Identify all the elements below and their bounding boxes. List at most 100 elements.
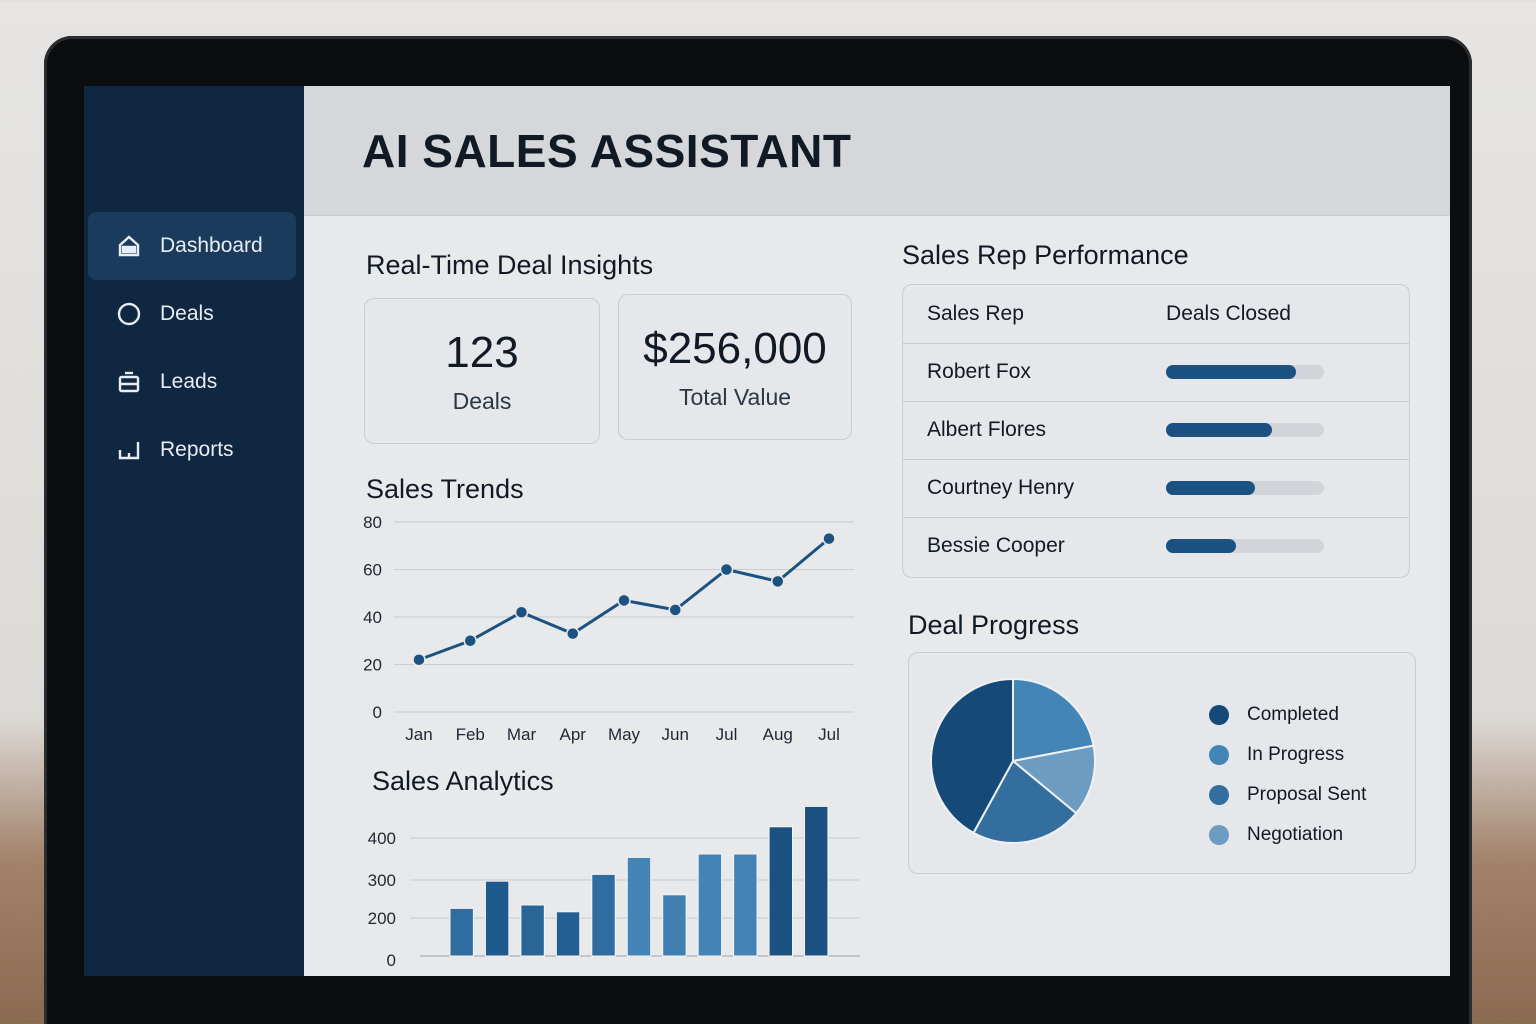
deals-closed-cell: [1166, 401, 1409, 460]
total-value-kpi-card[interactable]: $256,000 Total Value: [618, 294, 852, 440]
column-header-sales-rep[interactable]: Sales Rep: [903, 285, 1167, 344]
svg-text:Aug: Aug: [763, 725, 793, 744]
sidebar-item-deals[interactable]: Deals: [88, 280, 296, 348]
data-point[interactable]: [566, 626, 580, 641]
bar[interactable]: [697, 853, 723, 957]
bar-chart-icon: [116, 437, 142, 463]
bar[interactable]: [591, 873, 616, 957]
pie-slice-negotiation[interactable]: [1010, 744, 1096, 815]
legend-label: Proposal Sent: [1247, 784, 1367, 805]
sales-analytics-title: Sales Analytics: [372, 766, 554, 796]
svg-text:Mar: Mar: [507, 725, 537, 744]
dashboard-content: Real-Time Deal Insights 123 Deals $256,0…: [304, 216, 1450, 976]
deals-closed-cell: [1166, 517, 1409, 575]
sidebar-item-reports[interactable]: Reports: [88, 416, 296, 484]
bar[interactable]: [484, 880, 510, 957]
svg-text:80: 80: [363, 513, 382, 532]
svg-text:Jan: Jan: [405, 725, 432, 744]
data-point[interactable]: [719, 562, 734, 577]
bar[interactable]: [626, 856, 652, 957]
data-point[interactable]: [463, 634, 477, 648]
svg-text:400: 400: [368, 829, 396, 848]
svg-text:20: 20: [363, 656, 382, 675]
bar[interactable]: [804, 806, 829, 957]
sidebar-item-label: Dashboard: [160, 234, 263, 257]
deal-progress-card: Completed In Progress Proposal Sent Negotia…: [908, 652, 1416, 874]
data-point[interactable]: [822, 531, 836, 546]
bar[interactable]: [555, 911, 581, 957]
legend-dot-icon: [1209, 785, 1229, 805]
pie-slice-in-progress[interactable]: [1012, 677, 1095, 763]
sidebar-item-label: Reports: [160, 438, 234, 461]
data-point[interactable]: [617, 593, 631, 608]
legend-item[interactable]: Completed: [1209, 695, 1366, 735]
legend-label: In Progress: [1247, 744, 1345, 765]
table-row[interactable]: Robert Fox: [903, 343, 1409, 402]
table-row[interactable]: Albert Flores: [903, 401, 1409, 460]
progress-bar-fill: [1166, 423, 1272, 437]
sales-trends-title: Sales Trends: [366, 474, 524, 504]
data-point[interactable]: [412, 653, 426, 667]
pie-slice-completed[interactable]: [930, 677, 1014, 835]
pie-slice-proposal-sent[interactable]: [972, 759, 1078, 844]
sales-rep-table-card: Sales Rep Deals Closed Robert Fox Albert …: [902, 284, 1410, 578]
table-row[interactable]: Courtney Henry: [903, 459, 1409, 518]
main-content: AI SALES ASSISTANT Real-Time Deal Insigh…: [304, 86, 1450, 976]
legend-item[interactable]: Proposal Sent: [1209, 775, 1366, 815]
legend-item[interactable]: In Progress: [1209, 735, 1366, 775]
deal-progress-pie: [930, 677, 1096, 844]
sidebar-item-leads[interactable]: Leads: [88, 348, 296, 416]
sidebar-item-label: Leads: [160, 370, 218, 393]
svg-text:Jul: Jul: [716, 725, 738, 744]
legend-label: Completed: [1247, 704, 1339, 725]
sales-rep-table: Sales Rep Deals Closed Robert Fox Albert …: [903, 285, 1409, 575]
rep-name: Robert Fox: [903, 343, 1167, 402]
bar[interactable]: [449, 907, 474, 957]
sales-analytics-chart: 0 200 300 400: [368, 806, 860, 970]
sales-trends-chart: 0 20 40 60 80 Jan Feb Mar Apr May Jun Jul Aug Jul: [363, 513, 854, 744]
svg-text:300: 300: [368, 871, 396, 890]
bar[interactable]: [733, 853, 758, 957]
page-title: AI SALES ASSISTANT: [362, 124, 852, 177]
pie-legend: Completed In Progress Proposal Sent Negotia…: [1209, 695, 1366, 855]
legend-dot-icon: [1209, 745, 1229, 765]
deal-progress-title: Deal Progress: [908, 610, 1080, 640]
home-icon: [116, 233, 142, 259]
svg-text:Jun: Jun: [662, 725, 689, 744]
app-header: AI SALES ASSISTANT: [304, 86, 1450, 216]
progress-bar: [1166, 539, 1325, 554]
svg-text:60: 60: [363, 561, 382, 580]
progress-bar: [1166, 365, 1325, 379]
legend-item[interactable]: Negotiation: [1209, 815, 1366, 855]
data-point[interactable]: [771, 574, 785, 589]
bar[interactable]: [662, 894, 687, 957]
rep-name: Albert Flores: [903, 401, 1167, 460]
svg-text:Jul: Jul: [818, 725, 840, 744]
data-point[interactable]: [668, 603, 682, 617]
deals-kpi-card[interactable]: 123 Deals: [364, 298, 600, 444]
svg-text:Feb: Feb: [456, 725, 485, 744]
legend-dot-icon: [1209, 825, 1229, 845]
bar[interactable]: [768, 826, 793, 957]
legend-dot-icon: [1209, 705, 1229, 725]
svg-text:0: 0: [387, 951, 396, 970]
bar[interactable]: [520, 904, 545, 957]
progress-bar: [1166, 481, 1325, 495]
stack-icon: [116, 369, 142, 395]
app-window: Dashboard Deals Leads Reports AI SALES A…: [84, 86, 1450, 976]
svg-text:40: 40: [363, 608, 382, 627]
deals-closed-cell: [1166, 343, 1409, 402]
deals-closed-cell: [1166, 459, 1409, 518]
data-point[interactable]: [514, 605, 529, 619]
circle-icon: [116, 301, 142, 327]
column-header-deals-closed[interactable]: Deals Closed: [1166, 285, 1409, 344]
svg-text:0: 0: [373, 703, 382, 722]
svg-text:Apr: Apr: [560, 725, 587, 744]
table-header-row: Sales Rep Deals Closed: [903, 285, 1409, 344]
sidebar-item-dashboard[interactable]: Dashboard: [88, 212, 296, 280]
table-row[interactable]: Bessie Cooper: [903, 517, 1409, 575]
progress-bar-fill: [1166, 539, 1236, 554]
sales-rep-title: Sales Rep Performance: [902, 240, 1189, 270]
total-value-label: Total Value: [678, 383, 792, 410]
sidebar: Dashboard Deals Leads Reports: [84, 86, 304, 976]
